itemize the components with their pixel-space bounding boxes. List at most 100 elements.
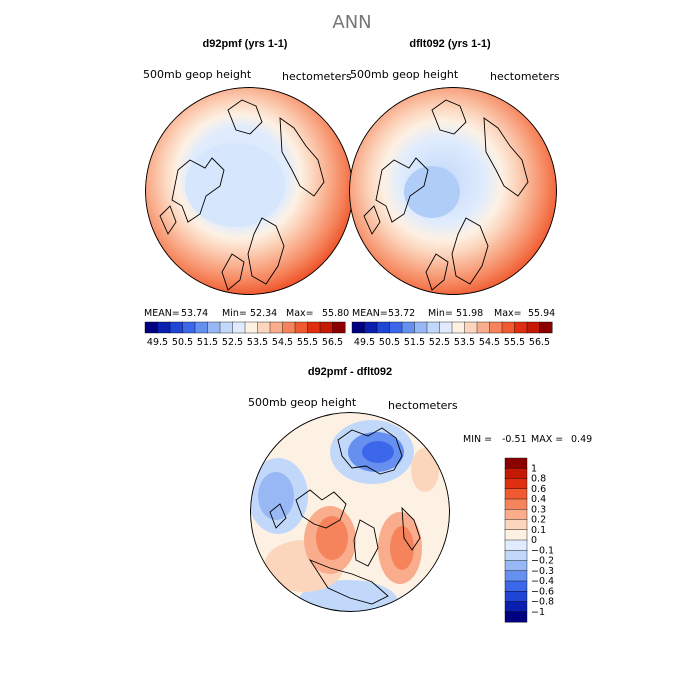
panel-title: dflt092 (yrs 1-1) [409,38,491,50]
min-value: 52.34 [250,308,277,319]
colorbar: 49.5 50.5 51.5 52.5 53.5 54.5 55.5 56.5 [351,321,553,348]
min-label: MIN = [463,434,492,445]
colorbar-tick-label: 50.5 [379,337,400,348]
colorbar-swatch [504,519,528,531]
colorbar-tick-label: 52.5 [429,337,450,348]
mean-label: MEAN= [352,308,388,319]
colorbar-swatch [319,321,334,334]
colorbar-swatch [332,321,346,334]
colorbar-swatch [504,468,528,480]
colorbar-swatch [539,321,553,334]
min-label: Min= [222,308,247,319]
colorbar-swatch [504,539,528,551]
colorbar-tick-label: −0.4 [531,576,554,587]
colorbar-swatch [504,509,528,521]
colorbar-tick-label: −0.1 [531,545,554,556]
colorbar-swatch [504,591,528,603]
colorbar-swatch [182,321,196,334]
colorbar: 49.5 50.5 51.5 52.5 53.5 54.5 55.5 56.5 [144,321,346,348]
panel-difference: d92pmf - dflt092 500mb geop height hecto… [248,366,592,623]
colorbar-tick-label: 0.1 [531,525,546,536]
colorbar-tick-label: −0.2 [531,556,554,567]
colorbar-tick-label: 0 [531,535,537,546]
colorbar-swatch [504,550,528,562]
colorbar-swatch [232,321,246,334]
colorbar-swatch [157,321,171,334]
units-label: hectometers [388,399,458,412]
colorbar-swatch [144,321,159,334]
min-label: Min= [428,308,453,319]
colorbar-swatch [244,321,259,334]
anomaly-patch [316,516,348,560]
colorbar-tick-label: 54.5 [479,337,500,348]
colorbar-swatch [504,498,528,510]
colorbar-swatch [414,321,428,334]
colorbar-swatch [194,321,209,334]
anomaly-patch [411,448,439,492]
colorbar-swatch [294,321,309,334]
colorbar-tick-label: 50.5 [172,337,193,348]
colorbar-swatch [489,321,503,334]
colorbar-swatch [439,321,453,334]
colorbar-tick-label: 0.3 [531,504,546,515]
polar-map [349,87,557,295]
max-label: Max= [494,308,522,319]
max-value: 0.49 [571,434,592,445]
colorbar-tick-label: 0.8 [531,474,546,485]
mean-value: 53.72 [388,308,415,319]
colorbar-tick-label: 53.5 [454,337,475,348]
colorbar-swatch [364,321,378,334]
polar-map [145,87,353,295]
colorbar-swatch [504,580,528,592]
colorbar-swatch [464,321,478,334]
colorbar-swatch [501,321,516,334]
colorbar-tick-label: 52.5 [222,337,243,348]
colorbar-tick-label: 0.2 [531,515,546,526]
units-label: hectometers [490,70,560,83]
anomaly-patch [362,441,394,463]
colorbar-tick-label: 54.5 [272,337,293,348]
coastlines [159,99,325,291]
colorbar-swatch [514,321,528,334]
colorbar-swatch [376,321,391,334]
variable-label: 500mb geop height [248,396,357,409]
colorbar-swatch [504,601,528,613]
colorbar-tick-label: 53.5 [247,337,268,348]
mean-value: 53.74 [181,308,208,319]
coastlines [363,99,529,291]
mean-label: MEAN= [144,308,180,319]
colorbar-tick-label: 0.4 [531,494,546,505]
min-value: 51.98 [456,308,483,319]
colorbar-swatch [219,321,234,334]
panel-d92pmf: d92pmf (yrs 1-1) 500mb geop height hecto… [143,38,353,348]
panel-dflt092: dflt092 (yrs 1-1) 500mb geop height hect… [349,38,560,348]
colorbar-swatch [207,321,221,334]
colorbar-swatch [504,457,528,469]
variable-label: 500mb geop height [143,68,252,81]
colorbar-swatch [269,321,284,334]
colorbar-tick-label: −0.3 [531,566,554,577]
max-value: 55.80 [322,308,349,319]
colorbar-tick-label: 56.5 [322,337,343,348]
colorbar-tick-label: 1 [531,463,537,474]
figure-title: ANN [332,12,371,33]
low-center-blob [404,166,460,218]
max-label: MAX = [531,434,563,445]
colorbar-swatch [476,321,491,334]
colorbar-tick-label: −0.6 [531,586,554,597]
units-label: hectometers [282,70,352,83]
colorbar-tick-label: 51.5 [197,337,218,348]
colorbar-swatch [504,560,528,572]
colorbar-swatch [504,478,528,490]
colorbar-swatch [282,321,296,334]
colorbar-tick-label: 55.5 [504,337,525,348]
colorbar-swatch [426,321,441,334]
colorbar-tick-label: 56.5 [529,337,550,348]
colorbar-swatch [389,321,403,334]
anomaly-patch [258,472,294,520]
colorbar-tick-label: 49.5 [147,337,168,348]
max-value: 55.94 [528,308,555,319]
low-center-blob [185,143,285,227]
colorbar-swatch [257,321,271,334]
colorbar-tick-label: −0.8 [531,597,554,608]
